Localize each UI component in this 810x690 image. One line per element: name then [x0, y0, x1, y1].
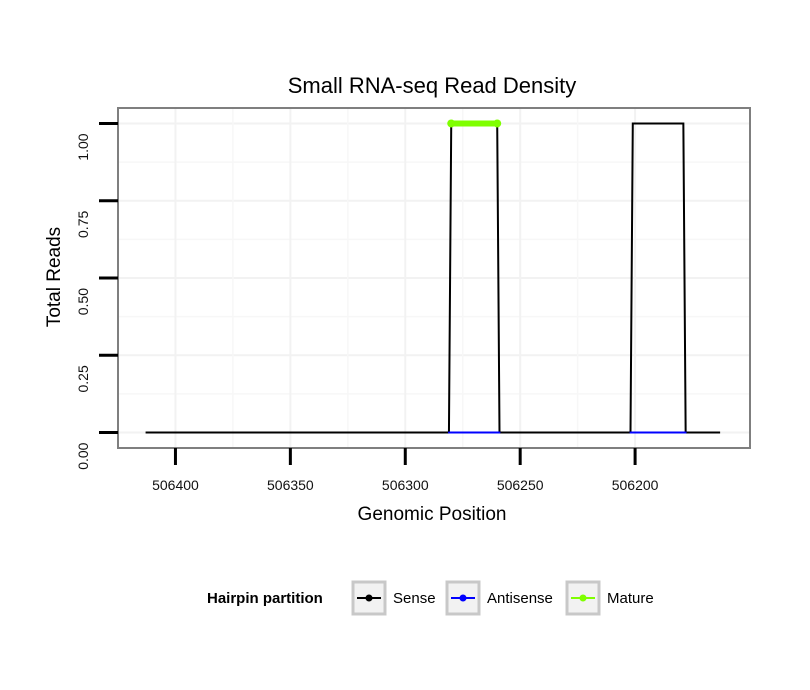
y-tick-label: 1.00 — [75, 133, 91, 160]
y-tick-label: 0.75 — [75, 211, 91, 238]
x-tick-label: 506200 — [612, 477, 659, 493]
legend-key-point — [579, 594, 587, 602]
series-mature-point — [493, 119, 502, 128]
x-tick-label: 506300 — [382, 477, 429, 493]
y-axis-title: Total Reads — [44, 227, 65, 327]
legend-label-antisense: Antisense — [487, 590, 553, 607]
chart-title: Small RNA-seq Read Density — [288, 73, 577, 98]
series-sense-line — [145, 122, 721, 434]
x-tick-label: 506250 — [497, 477, 544, 493]
series-mature-point — [447, 119, 456, 128]
legend: Hairpin partition Sense Antisense Mature — [207, 580, 654, 616]
legend-label-mature: Mature — [607, 590, 654, 607]
y-tick-label: 0.25 — [75, 365, 91, 392]
series-layer — [145, 119, 721, 434]
y-axis: 0.00 0.25 0.50 0.75 1.00 — [75, 121, 118, 470]
legend-title: Hairpin partition — [207, 590, 323, 607]
x-axis-title: Genomic Position — [358, 504, 507, 525]
legend-key-point — [365, 594, 373, 602]
legend-label-sense: Sense — [393, 590, 436, 607]
grid-lines — [118, 108, 750, 448]
x-tick-label: 506400 — [152, 477, 199, 493]
x-tick-label: 506350 — [267, 477, 314, 493]
y-tick-label: 0.50 — [75, 288, 91, 315]
x-axis: 506400 506350 506300 506250 506200 — [152, 448, 659, 493]
y-tick-label: 0.00 — [75, 442, 91, 469]
legend-key-point — [459, 594, 467, 602]
